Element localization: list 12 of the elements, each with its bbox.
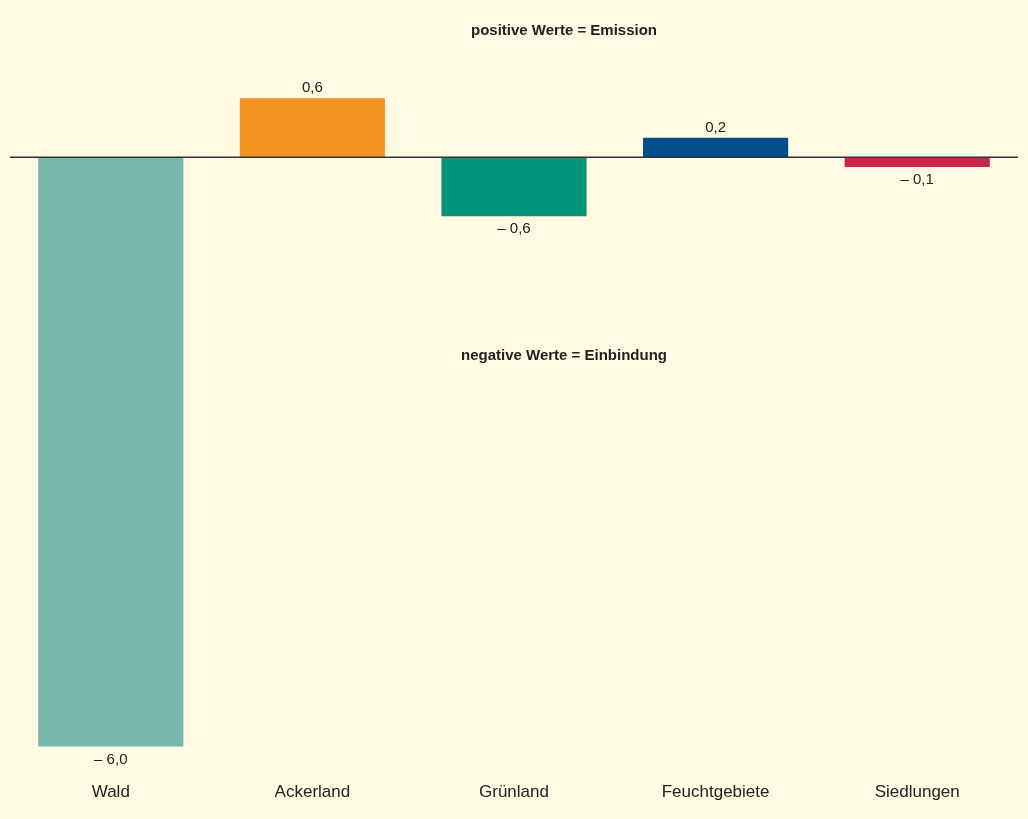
data-label: – 6,0	[94, 749, 128, 767]
x-tick-label: Ackerland	[274, 782, 351, 801]
data-label: 0,6	[301, 78, 323, 96]
x-tick-label: Wald	[91, 782, 130, 801]
data-label: – 0,1	[900, 170, 934, 188]
annotation: negative Werte = Einbindung	[461, 346, 668, 363]
x-tick-label: Grünland	[479, 782, 549, 801]
data-label: 0,2	[705, 117, 727, 135]
x-tick-label: Feuchtgebiete	[661, 782, 770, 801]
x-tick-label: Siedlungen	[874, 782, 960, 801]
data-label: – 0,6	[497, 219, 531, 237]
text: positive Werte = Emission	[471, 21, 658, 38]
